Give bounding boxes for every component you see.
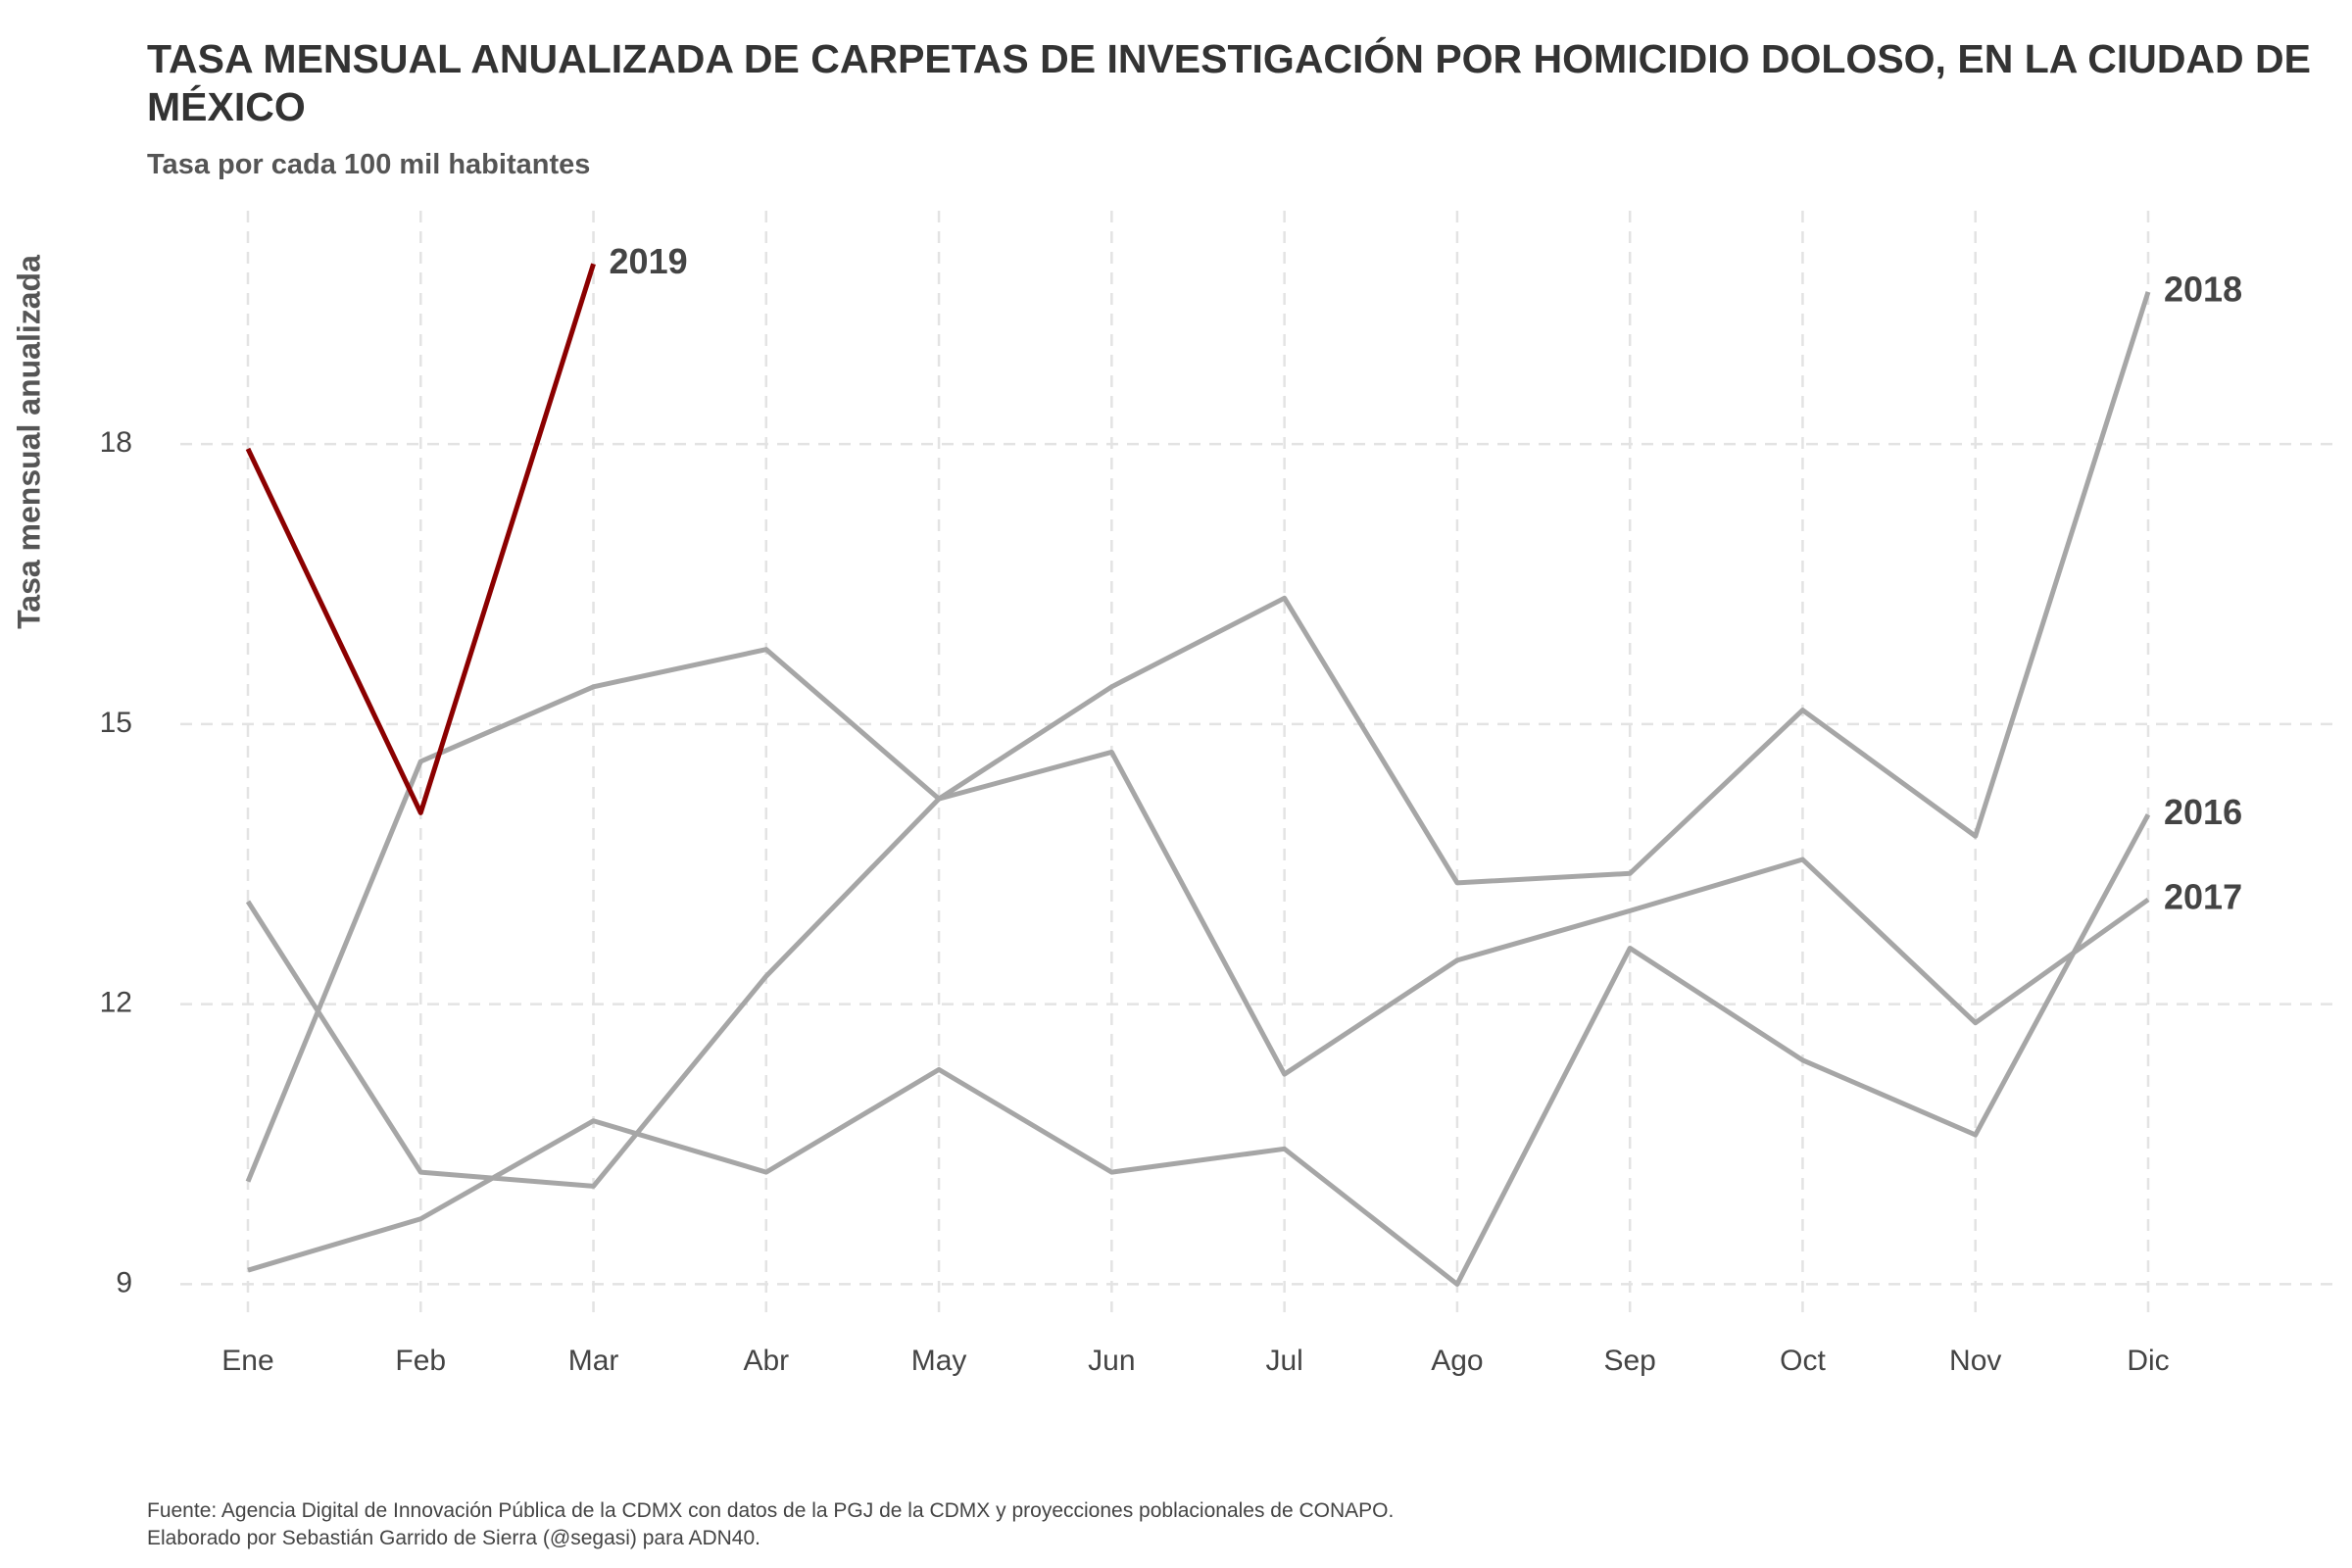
- x-tick-label: Feb: [395, 1345, 446, 1377]
- credit: Elaborado por Sebastián Garrido de Sierr…: [147, 1527, 760, 1549]
- y-tick-label: 9: [116, 1266, 132, 1298]
- x-tick-label: Oct: [1780, 1345, 1826, 1377]
- chart-title: TASA MENSUAL ANUALIZADA DE CARPETAS DE I…: [147, 36, 2311, 129]
- series-line: [245, 263, 596, 815]
- x-tick-label: Nov: [1949, 1345, 2001, 1377]
- series-line: [245, 749, 2150, 1189]
- x-tick-label: Sep: [1603, 1345, 1655, 1377]
- series-line: [245, 291, 2151, 1183]
- series-label: 2019: [610, 241, 688, 281]
- chart-subtitle: Tasa por cada 100 mil habitantes: [147, 149, 591, 180]
- x-tick-label: Jun: [1088, 1345, 1135, 1377]
- x-tick-label: Jul: [1265, 1345, 1302, 1377]
- y-axis-label: Tasa mensual anualizada: [11, 255, 46, 629]
- series-label: 2017: [2164, 876, 2242, 916]
- series-label: 2018: [2164, 269, 2242, 309]
- x-tick-label: Mar: [568, 1345, 619, 1377]
- x-tick-label: Ago: [1431, 1345, 1483, 1377]
- y-tick-label: 15: [100, 707, 132, 739]
- x-tick-label: May: [911, 1345, 967, 1377]
- x-tick-label: Ene: [221, 1345, 273, 1377]
- series-line: [247, 813, 2151, 1287]
- x-tick-label: Dic: [2127, 1345, 2169, 1377]
- y-tick-label: 18: [100, 426, 132, 459]
- series-label: 2016: [2164, 792, 2242, 832]
- x-tick-label: Abr: [743, 1345, 789, 1377]
- source: Fuente: Agencia Digital de Innovación Pú…: [147, 1499, 1395, 1522]
- y-tick-label: 12: [100, 987, 132, 1019]
